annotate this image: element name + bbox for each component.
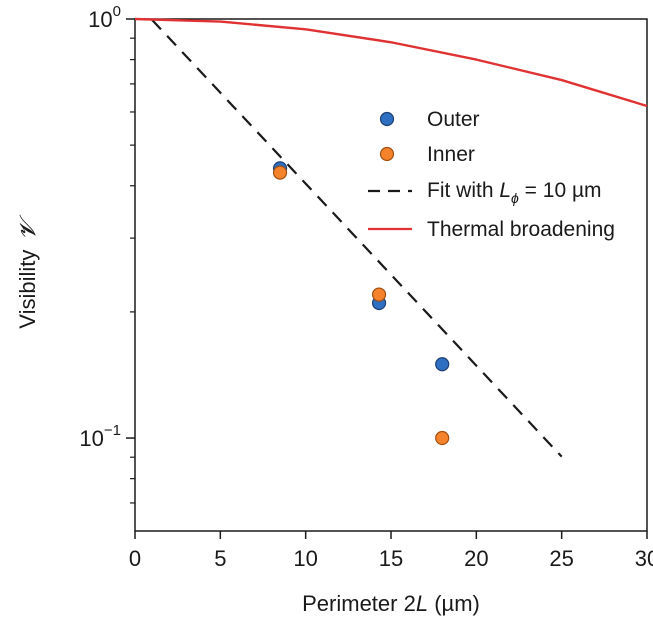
inner-data-point bbox=[272, 165, 288, 180]
legend-label-inner: Inner bbox=[427, 143, 475, 166]
x-tick-label: 30 bbox=[635, 546, 653, 571]
series-lines bbox=[134, 17, 648, 458]
y-axis-title: Visibility𝓥 bbox=[15, 215, 40, 329]
x-tick-label: 25 bbox=[549, 546, 573, 571]
inner-data-point bbox=[435, 430, 450, 446]
x-tick-label: 0 bbox=[129, 546, 141, 571]
inner-data-point bbox=[371, 287, 387, 302]
x-tick-label: 5 bbox=[214, 546, 226, 571]
series-markers bbox=[272, 161, 450, 446]
x-tick-label: 20 bbox=[464, 546, 488, 571]
y-axis-ticks: 100 10−1 bbox=[79, 3, 135, 504]
x-tick-label: 10 bbox=[293, 546, 317, 571]
legend-label-outer: Outer bbox=[427, 108, 480, 131]
plot-area-border bbox=[134, 18, 648, 532]
legend-marker-inner bbox=[379, 146, 395, 162]
legend-label-thermal: Thermal broadening bbox=[427, 218, 615, 241]
fit-line bbox=[151, 19, 563, 458]
x-axis-title: Perimeter 2L (µm) bbox=[302, 591, 480, 616]
thermal-broadening-line bbox=[134, 17, 648, 108]
x-tick-label: 15 bbox=[379, 546, 403, 571]
outer-data-point bbox=[435, 357, 450, 372]
legend-label-fit: Fit with Lϕ = 10 µm bbox=[427, 179, 602, 206]
y-tick-label: 10−1 bbox=[79, 422, 121, 451]
plot-frame bbox=[134, 18, 648, 532]
y-tick-label: 100 bbox=[88, 3, 121, 32]
legend-marker-outer bbox=[379, 111, 395, 127]
x-axis-ticks: 0 5 10 15 20 25 30 bbox=[129, 531, 653, 571]
legend: Outer Inner Fit with Lϕ = 10 µm Thermal … bbox=[368, 108, 615, 241]
